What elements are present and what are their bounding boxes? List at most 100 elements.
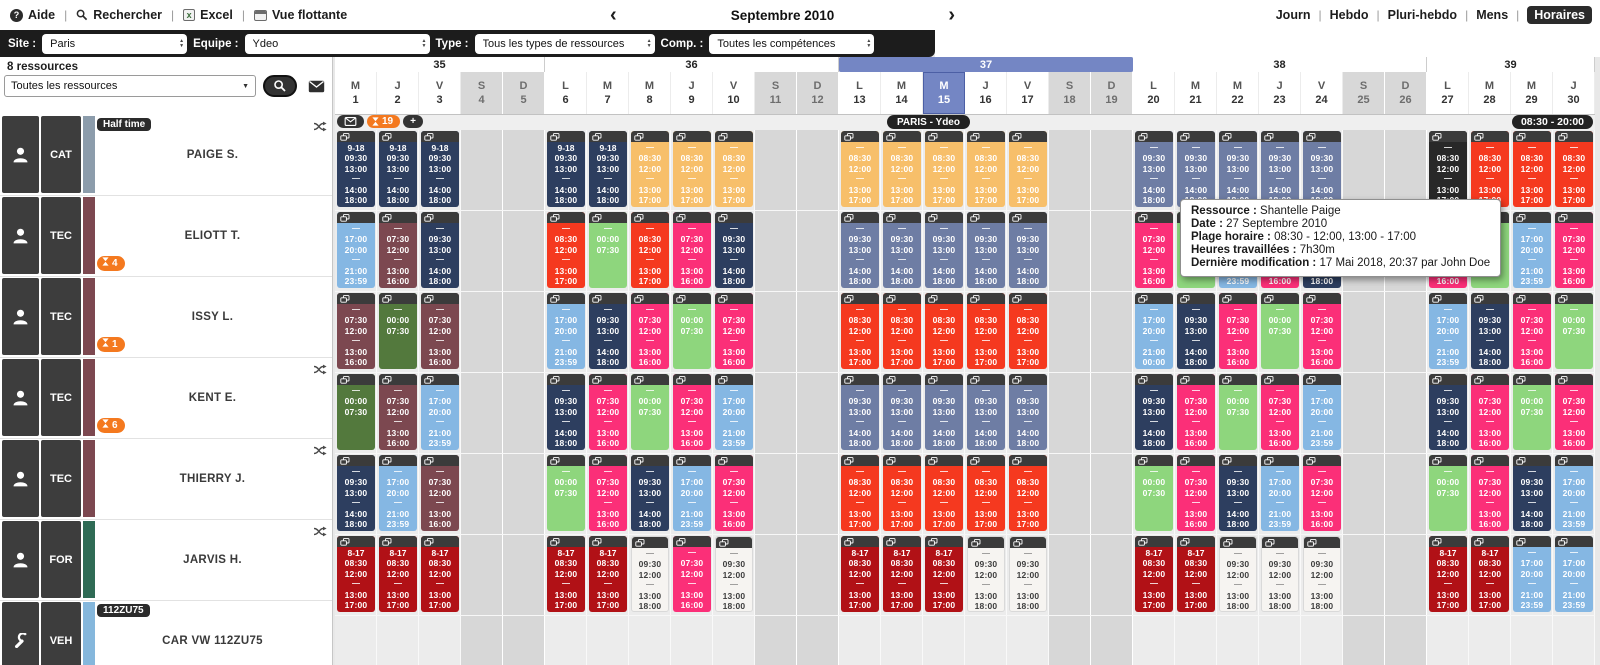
calendar-cell[interactable] xyxy=(1133,616,1175,665)
calendar-cell[interactable] xyxy=(629,616,671,665)
calendar-cell[interactable] xyxy=(1049,454,1091,534)
day-header-26[interactable]: D 26 xyxy=(1385,72,1427,114)
shift-block[interactable]: —09:30 12:00—13:00 18:00 xyxy=(631,536,669,612)
shift-block[interactable]: 8-17 08:30 12:00—13:00 17:00 xyxy=(925,536,963,612)
calendar-cell[interactable] xyxy=(335,616,377,665)
calendar-cell[interactable] xyxy=(1343,616,1385,665)
calendar-cell[interactable] xyxy=(1469,616,1511,665)
calendar-cell[interactable] xyxy=(1385,292,1427,372)
shift-block[interactable]: —09:30 12:00—13:00 18:00 xyxy=(1009,536,1047,612)
calendar-cell[interactable] xyxy=(797,130,839,210)
calendar-cell[interactable] xyxy=(671,616,713,665)
calendar-cell[interactable] xyxy=(1385,454,1427,534)
pending-badge[interactable]: 6 xyxy=(97,418,125,433)
calendar-cell[interactable] xyxy=(1049,211,1091,291)
calendar-cell[interactable] xyxy=(1343,454,1385,534)
type-select[interactable]: Tous les types de ressources xyxy=(474,33,655,54)
calendar-cell[interactable] xyxy=(797,535,839,615)
calendar-cell[interactable] xyxy=(755,454,797,534)
calendar-cell[interactable] xyxy=(503,292,545,372)
week-header-36[interactable]: 36 xyxy=(545,57,839,72)
day-header-12[interactable]: D 12 xyxy=(797,72,839,114)
help-button[interactable]: ? Aide xyxy=(10,8,55,22)
shift-block[interactable]: 8-17 08:30 12:00—13:00 17:00 xyxy=(1177,536,1215,612)
day-header-13[interactable]: L 13 xyxy=(839,72,881,114)
calendar-cell[interactable] xyxy=(545,616,587,665)
day-header-25[interactable]: S 25 xyxy=(1343,72,1385,114)
calendar-cell[interactable] xyxy=(713,616,755,665)
calendar-cell[interactable] xyxy=(419,616,461,665)
calendar-cell[interactable] xyxy=(1007,616,1049,665)
shift-block[interactable]: —09:30 12:00—13:00 18:00 xyxy=(1219,536,1257,612)
shift-block[interactable]: 9-18 09:30 13:00—14:00 18:00 xyxy=(421,131,459,207)
site-select[interactable]: Paris xyxy=(42,33,188,54)
shift-block[interactable]: 8-17 08:30 12:00—13:00 17:00 xyxy=(589,536,627,612)
calendar-cell[interactable] xyxy=(755,373,797,453)
swap-icon[interactable] xyxy=(313,362,327,380)
day-header-22[interactable]: M 22 xyxy=(1217,72,1259,114)
calendar-cell[interactable] xyxy=(797,373,839,453)
day-header-19[interactable]: D 19 xyxy=(1091,72,1133,114)
calendar-cell[interactable] xyxy=(503,373,545,453)
calendar-cell[interactable] xyxy=(503,211,545,291)
calendar-cell[interactable] xyxy=(797,454,839,534)
calendar-cell[interactable] xyxy=(1091,211,1133,291)
calendar-cell[interactable] xyxy=(1091,292,1133,372)
calendar-cell[interactable] xyxy=(755,616,797,665)
day-header-30[interactable]: J 30 xyxy=(1553,72,1595,114)
equipe-select[interactable]: Ydeo xyxy=(244,33,430,54)
swap-icon[interactable] xyxy=(313,119,327,137)
view-horaires[interactable]: Horaires xyxy=(1527,6,1592,24)
day-header-23[interactable]: J 23 xyxy=(1259,72,1301,114)
shift-block[interactable]: 8-17 08:30 12:00—13:00 17:00 xyxy=(841,536,879,612)
mail-button[interactable] xyxy=(304,75,328,97)
calendar-cell[interactable] xyxy=(881,616,923,665)
